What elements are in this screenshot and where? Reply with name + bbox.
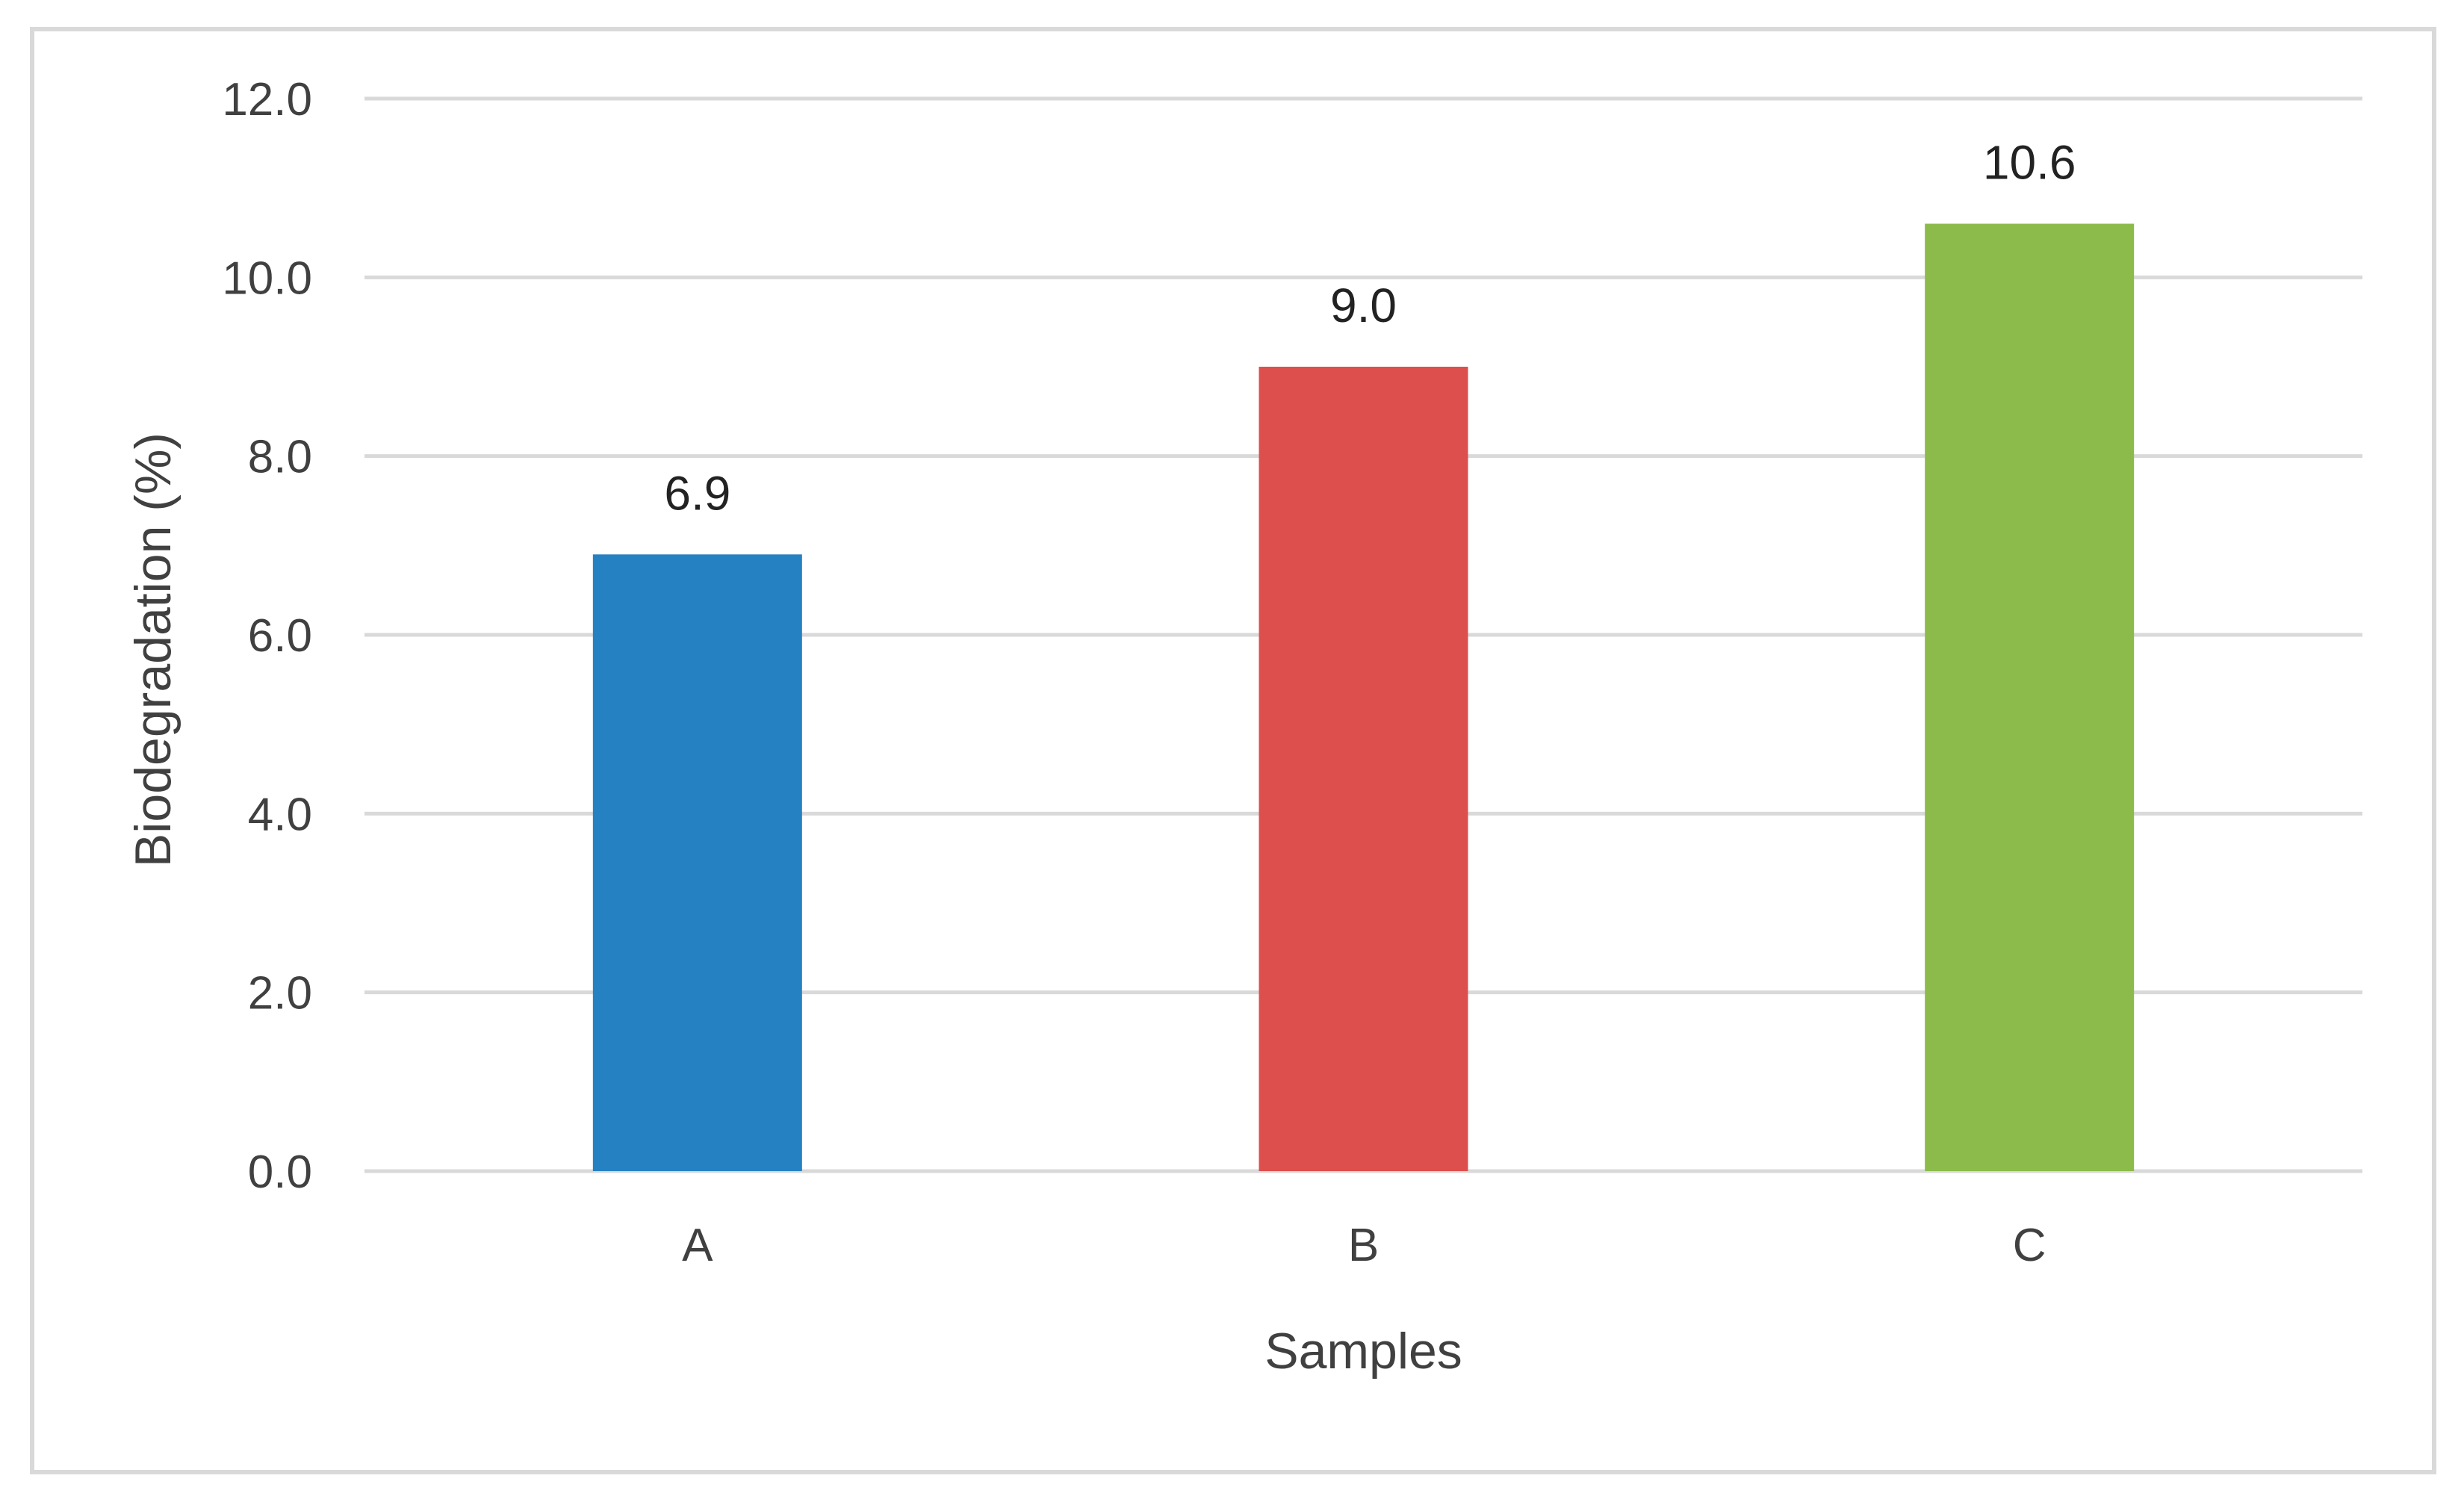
x-tick-labels: A B C [682, 1220, 2046, 1271]
data-label-b: 9.0 [1330, 279, 1397, 332]
y-tick-label: 8.0 [248, 432, 312, 483]
y-tick-label: 12.0 [222, 74, 312, 125]
y-tick-label: 10.0 [222, 252, 312, 304]
y-tick-label: 4.0 [248, 789, 312, 840]
data-label-c: 10.6 [1983, 136, 2076, 190]
y-tick-labels: 0.0 2.0 4.0 6.0 8.0 10.0 12.0 [222, 74, 312, 1198]
y-tick-label: 2.0 [248, 968, 312, 1020]
x-tick-label: A [682, 1220, 713, 1271]
y-tick-label: 0.0 [248, 1146, 312, 1198]
bar-b [1259, 367, 1468, 1171]
bar-c [1925, 223, 2135, 1171]
x-tick-label: B [1348, 1220, 1379, 1271]
bar-a [592, 554, 802, 1171]
bars [592, 223, 2135, 1171]
data-label-a: 6.9 [664, 466, 730, 520]
x-tick-label: C [2013, 1220, 2046, 1271]
data-labels: 6.9 9.0 10.6 [664, 136, 2076, 521]
y-axis-title: Biodegradation (%) [125, 432, 181, 867]
y-tick-label: 6.0 [248, 610, 312, 662]
x-axis-title: Samples [1264, 1323, 1462, 1380]
